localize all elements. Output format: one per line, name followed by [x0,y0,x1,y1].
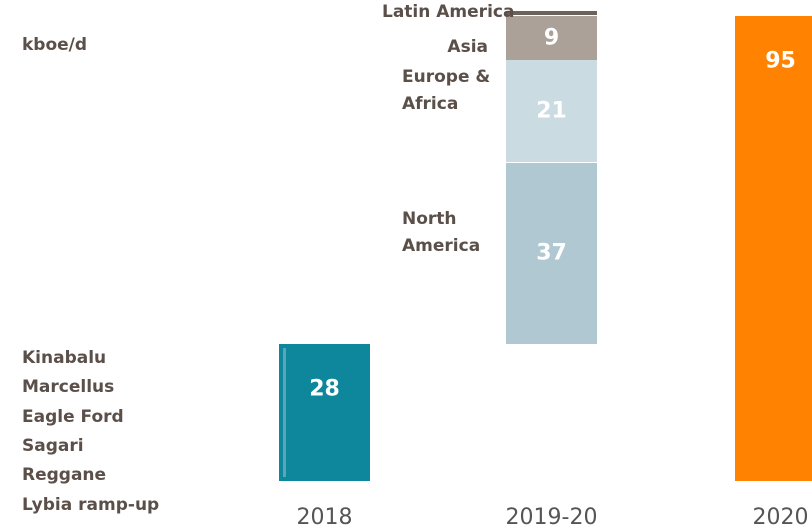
bar [506,59,597,163]
value-label: 28 [309,376,340,402]
x-tick-label: 2020 [752,505,809,530]
bar [506,10,597,16]
segment-label: Kinabalu [22,348,107,368]
bar [506,15,597,60]
bar-highlight [283,347,286,477]
unit-label: kboe/d [22,35,88,55]
segment-label: Asia [447,37,488,58]
bar [506,162,597,344]
segment-label: Eagle Ford [22,406,124,427]
bar [279,343,370,481]
segment-label: Latin America [382,1,515,22]
bar [735,15,812,481]
value-label: 37 [536,240,567,266]
segment-label: Reggane [22,465,107,486]
value-label: 21 [536,98,567,124]
value-label: 95 [765,48,796,73]
segment-label: Sagari [22,435,84,456]
segment-label: North America [402,209,481,257]
x-tick-label: 2019-20 [505,505,598,530]
x-tick-label: 2018 [296,505,353,530]
segment-label: Lybia ramp-up [22,494,160,515]
value-label: 9 [543,25,560,51]
segment-label: Marcellus [22,377,115,398]
segment-label: Europe & Africa [402,67,491,115]
